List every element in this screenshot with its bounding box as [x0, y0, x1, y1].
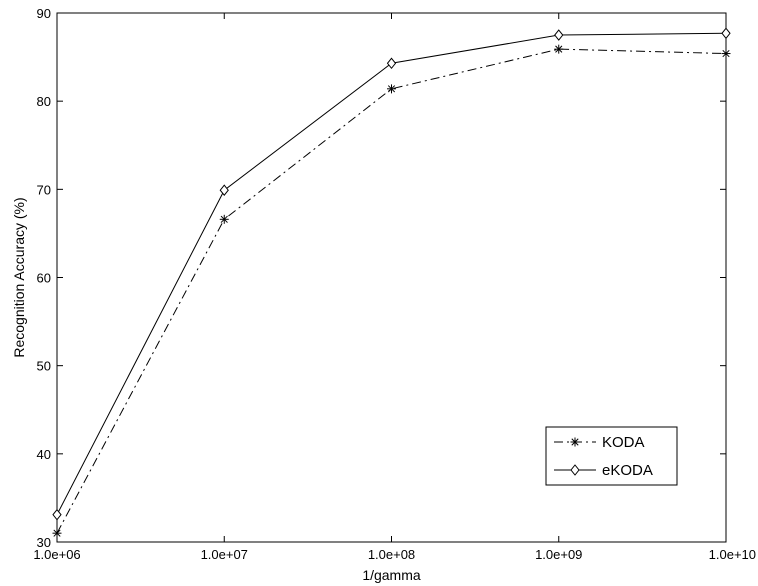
- data-point-ekoda: [386, 57, 397, 70]
- y-tick-label: 30: [37, 535, 51, 550]
- x-tick-label: 1.0e+09: [535, 547, 582, 562]
- legend: KODA eKODA: [545, 426, 678, 486]
- data-point-ekoda: [554, 29, 564, 41]
- data-point-koda: [554, 44, 564, 54]
- x-tick-label: 1.0e+06: [33, 547, 80, 562]
- x-tick-label: 1.0e+08: [368, 547, 415, 562]
- y-axis-ticks: 30 40 50 60 70 80 90: [37, 6, 726, 550]
- y-tick-label: 40: [37, 447, 51, 462]
- y-tick-label: 50: [37, 359, 51, 374]
- x-axis-title: 1/gamma: [362, 567, 421, 583]
- series-layer: [52, 27, 731, 538]
- y-tick-label: 60: [37, 271, 51, 286]
- y-axis-title: Recognition Accuracy (%): [11, 197, 27, 357]
- legend-marker-ekoda: [570, 464, 580, 476]
- legend-box: [545, 426, 678, 486]
- legend-label-koda: KODA: [602, 434, 645, 451]
- data-point-koda: [721, 49, 731, 59]
- y-tick-label: 90: [37, 6, 51, 21]
- data-point-koda: [52, 528, 62, 538]
- y-tick-label: 80: [37, 94, 51, 109]
- legend-label-ekoda: eKODA: [602, 462, 653, 479]
- legend-marker-koda: [570, 437, 580, 447]
- data-point-ekoda: [219, 184, 229, 197]
- x-tick-label: 1.0e+10: [709, 547, 756, 562]
- data-point-ekoda: [721, 27, 731, 40]
- x-axis-ticks: 1.0e+06 1.0e+07 1.0e+08 1.0e+09 1.0e+10: [33, 13, 756, 562]
- x-tick-label: 1.0e+07: [201, 547, 248, 562]
- data-point-ekoda: [52, 508, 62, 521]
- data-point-koda: [219, 214, 229, 224]
- y-tick-label: 70: [37, 182, 51, 197]
- data-point-koda: [387, 84, 396, 94]
